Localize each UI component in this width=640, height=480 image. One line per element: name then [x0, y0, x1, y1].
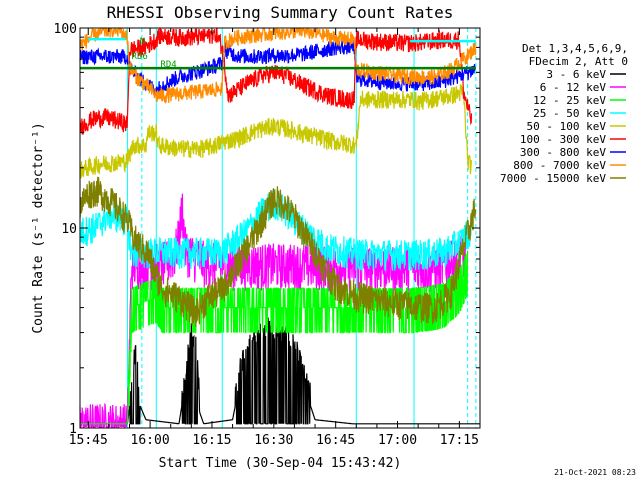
legend-label: 3 - 6 keV: [546, 68, 606, 81]
series-line: [79, 176, 477, 328]
x-tick-label: 17:15: [440, 433, 479, 448]
legend-header-1: FDecim 2, Att 0: [529, 55, 628, 68]
x-tick-label: 16:00: [131, 433, 170, 448]
annotation-rd4: RD4: [160, 60, 176, 70]
series-3-6-kev: [80, 317, 480, 425]
legend-label: 50 - 100 keV: [527, 120, 607, 133]
legend-label: 25 - 50 keV: [533, 107, 606, 120]
series-100-300-kev: [79, 27, 473, 135]
series-50-100-kev: [79, 83, 473, 179]
legend-label: 100 - 300 keV: [520, 133, 606, 146]
series-12-25-kev: [80, 250, 469, 425]
x-tick-label: 16:30: [254, 433, 293, 448]
x-tick-label: 16:15: [192, 433, 231, 448]
x-tick-label: 16:45: [316, 433, 355, 448]
series-line: [79, 83, 473, 179]
series-line: [80, 250, 469, 425]
y-tick-label: 1: [69, 422, 77, 437]
annotation-n: N: [140, 37, 145, 47]
legend-label: 7000 - 15000 keV: [500, 172, 606, 185]
chart-title: RHESSI Observing Summary Count Rates: [107, 3, 454, 22]
footer-timestamp: 21-Oct-2021 08:23: [554, 468, 636, 477]
annotation-rd6: RD6: [132, 52, 148, 62]
y-axis-label: Count Rate (s⁻¹ detector⁻¹): [31, 122, 46, 333]
y-tick-label: 10: [61, 222, 77, 237]
series-line: [79, 27, 473, 135]
series-800-7000-kev: [79, 26, 477, 104]
legend-label: 300 - 800 keV: [520, 146, 606, 159]
series-7000-15000-kev: [79, 176, 477, 328]
x-axis-label: Start Time (30-Sep-04 15:43:42): [159, 456, 402, 471]
legend-header-0: Det 1,3,4,5,6,9,: [522, 42, 628, 55]
y-tick-label: 100: [54, 22, 77, 37]
x-tick-label: 17:00: [378, 433, 417, 448]
legend: Det 1,3,4,5,6,9,FDecim 2, Att 03 - 6 keV…: [500, 42, 628, 185]
legend-label: 12 - 25 keV: [533, 94, 606, 107]
data-layer: N RD6 RD4: [79, 26, 480, 430]
series-line: [80, 317, 480, 425]
series-line: [79, 26, 477, 104]
axis-layer: 15:45 16:00 16:15 16:30 16:45 17:00 17:15 1 10 10…: [54, 22, 481, 448]
legend-label: 800 - 7000 keV: [513, 159, 606, 172]
legend-label: 6 - 12 keV: [540, 81, 607, 94]
x-tick-label: 15:45: [69, 433, 108, 448]
